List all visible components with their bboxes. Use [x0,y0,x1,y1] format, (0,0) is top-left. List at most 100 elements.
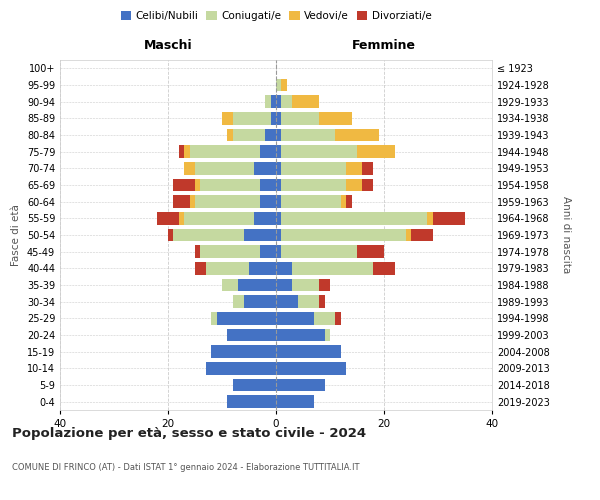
Bar [222,279,238,291]
Bar [276,296,298,308]
Bar [227,396,276,408]
Bar [281,129,335,141]
Bar [184,212,254,224]
Bar [173,196,190,208]
Bar [260,179,276,192]
Bar [190,196,195,208]
Text: Popolazione per età, sesso e stato civile - 2024: Popolazione per età, sesso e stato civil… [12,428,366,440]
Bar [319,112,352,124]
Bar [276,346,341,358]
Bar [260,246,276,258]
Bar [179,212,184,224]
Bar [184,162,195,174]
Bar [195,246,200,258]
Bar [211,346,276,358]
Bar [184,146,190,158]
Bar [265,129,276,141]
Bar [362,179,373,192]
Bar [276,162,281,174]
Bar [281,96,292,108]
Bar [238,279,276,291]
Bar [233,296,244,308]
Bar [276,79,281,92]
Bar [281,196,341,208]
Text: COMUNE DI FRINCO (AT) - Dati ISTAT 1° gennaio 2024 - Elaborazione TUTTITALIA.IT: COMUNE DI FRINCO (AT) - Dati ISTAT 1° ge… [12,462,359,471]
Bar [276,246,281,258]
Bar [233,129,265,141]
Text: Maschi: Maschi [143,38,193,52]
Bar [276,146,281,158]
Bar [276,279,292,291]
Bar [190,146,260,158]
Bar [254,212,276,224]
Text: Femmine: Femmine [352,38,416,52]
Bar [325,329,330,341]
Bar [157,212,179,224]
Bar [281,179,346,192]
Bar [168,229,173,241]
Legend: Celibi/Nubili, Coniugati/e, Vedovi/e, Divorziati/e: Celibi/Nubili, Coniugati/e, Vedovi/e, Di… [118,8,434,24]
Bar [233,112,271,124]
Bar [373,262,395,274]
Bar [281,162,346,174]
Bar [276,229,281,241]
Bar [276,396,314,408]
Bar [276,96,281,108]
Bar [281,79,287,92]
Bar [292,279,319,291]
Bar [276,196,281,208]
Bar [200,246,260,258]
Bar [276,362,346,374]
Bar [222,112,233,124]
Y-axis label: Anni di nascita: Anni di nascita [561,196,571,274]
Bar [211,312,217,324]
Bar [281,246,357,258]
Y-axis label: Fasce di età: Fasce di età [11,204,21,266]
Bar [179,146,184,158]
Bar [195,179,200,192]
Bar [411,229,433,241]
Bar [276,262,292,274]
Bar [227,329,276,341]
Bar [217,312,276,324]
Bar [200,179,260,192]
Bar [298,296,319,308]
Bar [281,212,427,224]
Bar [244,296,276,308]
Bar [357,246,384,258]
Bar [341,196,346,208]
Bar [276,112,281,124]
Bar [319,279,330,291]
Bar [276,312,314,324]
Bar [357,146,395,158]
Bar [173,179,195,192]
Bar [433,212,465,224]
Bar [260,196,276,208]
Bar [292,96,319,108]
Bar [173,229,244,241]
Bar [227,129,233,141]
Bar [292,262,373,274]
Bar [427,212,433,224]
Bar [314,312,335,324]
Bar [233,379,276,391]
Bar [281,146,357,158]
Bar [335,129,379,141]
Bar [276,129,281,141]
Bar [195,162,254,174]
Bar [281,112,319,124]
Bar [346,196,352,208]
Bar [281,229,406,241]
Bar [271,96,276,108]
Bar [362,162,373,174]
Bar [276,179,281,192]
Bar [254,162,276,174]
Bar [346,162,362,174]
Bar [335,312,341,324]
Bar [244,229,276,241]
Bar [195,196,260,208]
Bar [195,262,206,274]
Bar [271,112,276,124]
Bar [249,262,276,274]
Bar [276,379,325,391]
